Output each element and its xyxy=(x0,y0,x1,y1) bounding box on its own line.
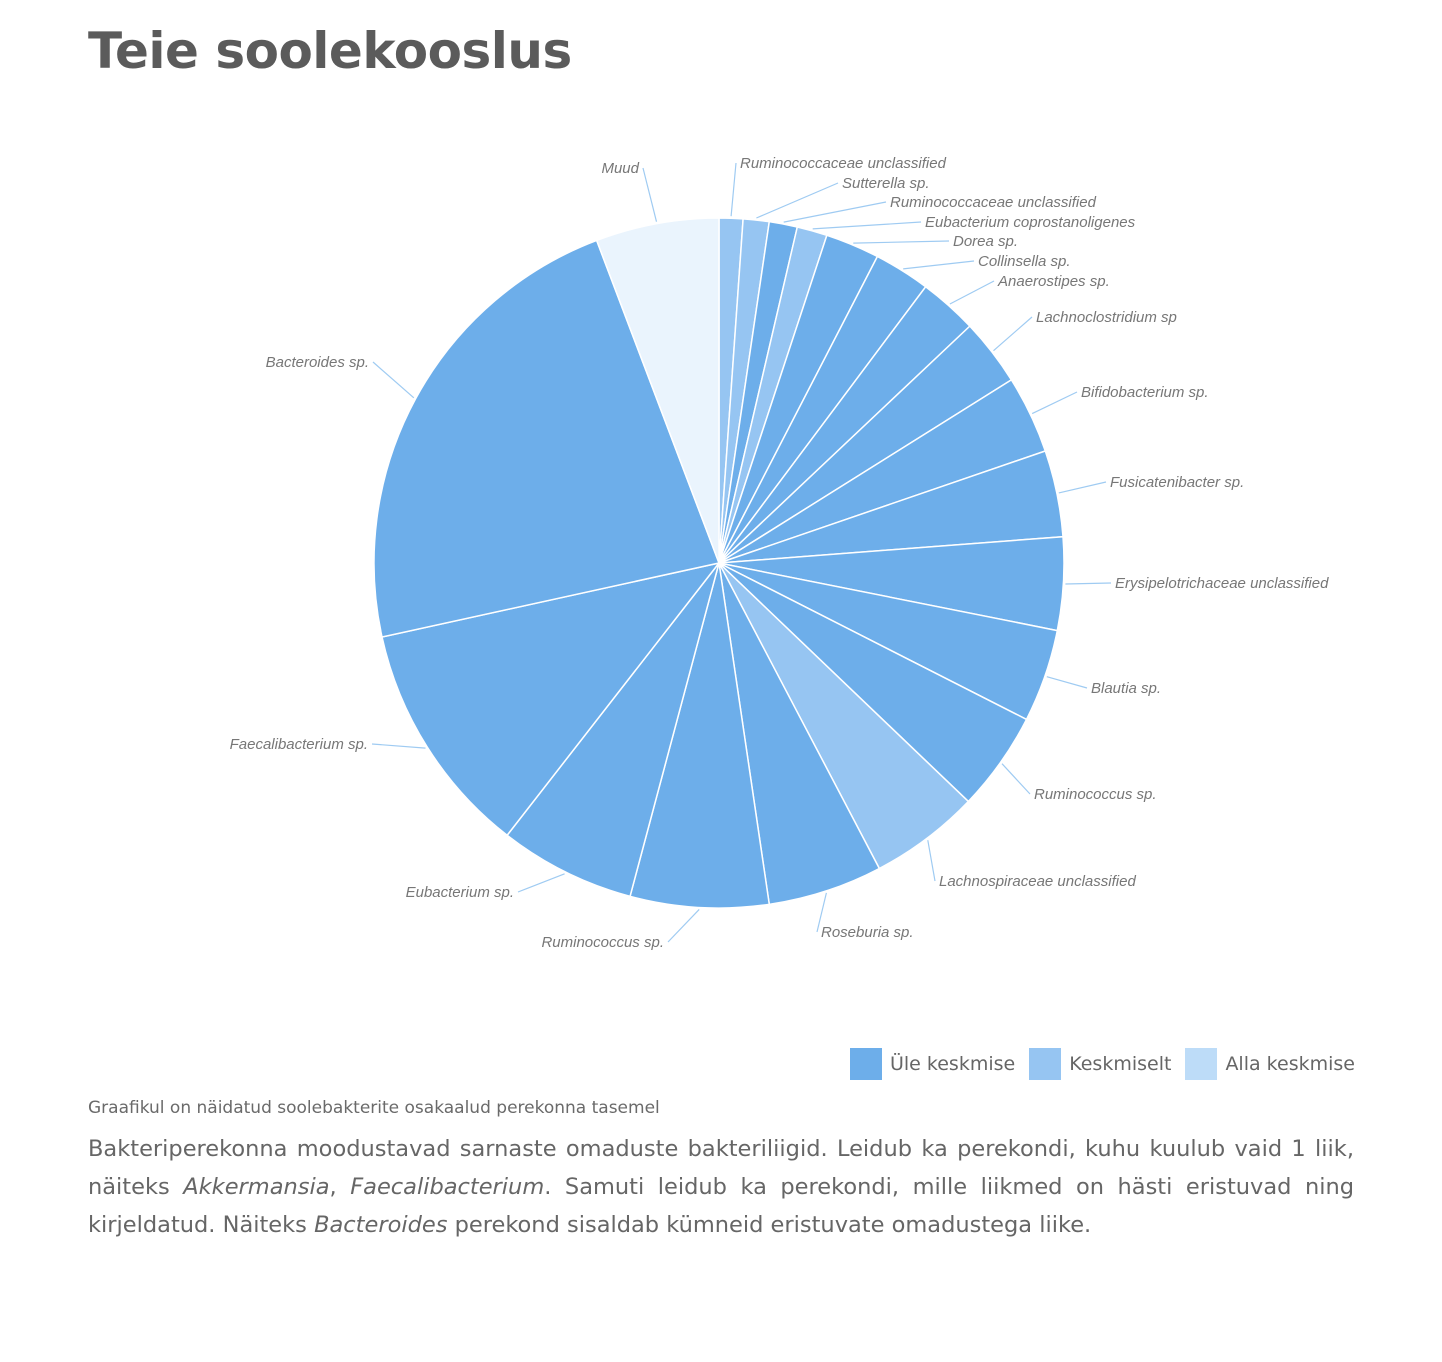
leader-line xyxy=(371,743,426,749)
desc-genus-bacteroides: Bacteroides xyxy=(314,1212,448,1238)
slice-label: Sutterella sp. xyxy=(842,175,930,192)
leader-line xyxy=(1031,391,1078,415)
page-title: Teie soolekooslus xyxy=(88,22,572,80)
slice-label: Ruminococcus sp. xyxy=(541,934,664,951)
leader-line xyxy=(993,316,1033,352)
leader-line xyxy=(903,260,975,270)
leader-line xyxy=(1001,763,1031,795)
leader-line xyxy=(783,201,887,223)
pie-slice xyxy=(595,217,720,564)
slice-label: Collinsella sp. xyxy=(978,253,1071,270)
legend-item-average: Keskmiselt xyxy=(1029,1048,1171,1080)
legend-label: Üle keskmise xyxy=(890,1053,1016,1075)
leader-line xyxy=(517,873,565,893)
leader-line xyxy=(1065,582,1112,585)
slice-label: Fusicatenibacter sp. xyxy=(1110,474,1244,491)
slice-label: Lachnospiraceae unclassified xyxy=(939,873,1136,890)
slice-label: Ruminococcaceae unclassified xyxy=(740,155,947,172)
legend-label: Alla keskmise xyxy=(1225,1053,1355,1075)
slice-label: Faecalibacterium sp. xyxy=(230,736,368,753)
slice-label: Bifidobacterium sp. xyxy=(1081,384,1209,401)
slice-label: Ruminococcus sp. xyxy=(1034,786,1157,803)
leader-line xyxy=(816,892,827,933)
description-paragraph: Bakteriperekonna moodustavad sarnaste om… xyxy=(88,1130,1354,1244)
desc-text: Bakteriperekonna moodustavad sarnaste om… xyxy=(88,1136,1354,1200)
leader-line xyxy=(372,361,415,399)
legend-item-below-average: Alla keskmise xyxy=(1185,1048,1355,1080)
leader-line xyxy=(812,221,922,230)
pie-slices xyxy=(373,217,1065,909)
desc-genus-akkermansia: Akkermansia xyxy=(183,1174,330,1200)
slice-label: Roseburia sp. xyxy=(821,924,914,941)
chart-caption: Graafikul on näidatud soolebakterite osa… xyxy=(88,1098,660,1118)
slice-label: Bacteroides sp. xyxy=(266,354,369,371)
slice-label: Dorea sp. xyxy=(953,233,1018,250)
slice-label: Eubacterium sp. xyxy=(406,884,514,901)
leader-line xyxy=(642,167,658,222)
desc-text: , xyxy=(329,1174,351,1200)
slice-label: Lachnoclostridium sp xyxy=(1036,309,1177,326)
legend-swatch xyxy=(1185,1048,1218,1080)
leader-line xyxy=(927,840,936,882)
leader-line xyxy=(1058,481,1107,494)
slice-label: Erysipelotrichaceae unclassified xyxy=(1115,575,1329,592)
leader-line xyxy=(667,908,700,943)
pie-slice xyxy=(629,562,771,909)
desc-text: perekond sisaldab kümneid eristuvate oma… xyxy=(447,1212,1092,1238)
legend-swatch xyxy=(1029,1048,1062,1080)
slice-label: Muud xyxy=(601,160,639,177)
label-leader-lines xyxy=(371,162,1112,943)
legend-swatch xyxy=(850,1048,882,1080)
leader-line xyxy=(730,162,737,217)
leader-line xyxy=(853,240,950,244)
slice-label: Eubacterium coprostanoligenes xyxy=(925,214,1136,231)
leader-line xyxy=(756,182,839,219)
slice-label: Anaerostipes sp. xyxy=(997,273,1110,290)
slice-labels: Ruminococcaceae unclassified Sutterella s… xyxy=(230,155,1330,951)
slice-label: Blautia sp. xyxy=(1091,680,1161,697)
desc-text: . Samuti leidub ka perekondi, mille liik… xyxy=(88,1174,1354,1238)
legend-item-above-average: Üle keskmise xyxy=(850,1048,1015,1080)
leader-line xyxy=(1046,676,1088,689)
legend-label: Keskmiselt xyxy=(1069,1053,1172,1075)
chart-legend: Üle keskmise Keskmiselt Alla keskmise xyxy=(850,1048,1355,1080)
slice-label: Ruminococcaceae unclassified xyxy=(890,194,1097,211)
leader-line xyxy=(949,280,995,305)
desc-genus-faecalibacterium: Faecalibacterium xyxy=(350,1174,545,1200)
pie-slice xyxy=(381,561,721,837)
pie-slice xyxy=(506,562,720,898)
pie-chart: Ruminococcaceae unclassified Sutterella s… xyxy=(230,155,1330,951)
pie-slice xyxy=(373,239,721,638)
